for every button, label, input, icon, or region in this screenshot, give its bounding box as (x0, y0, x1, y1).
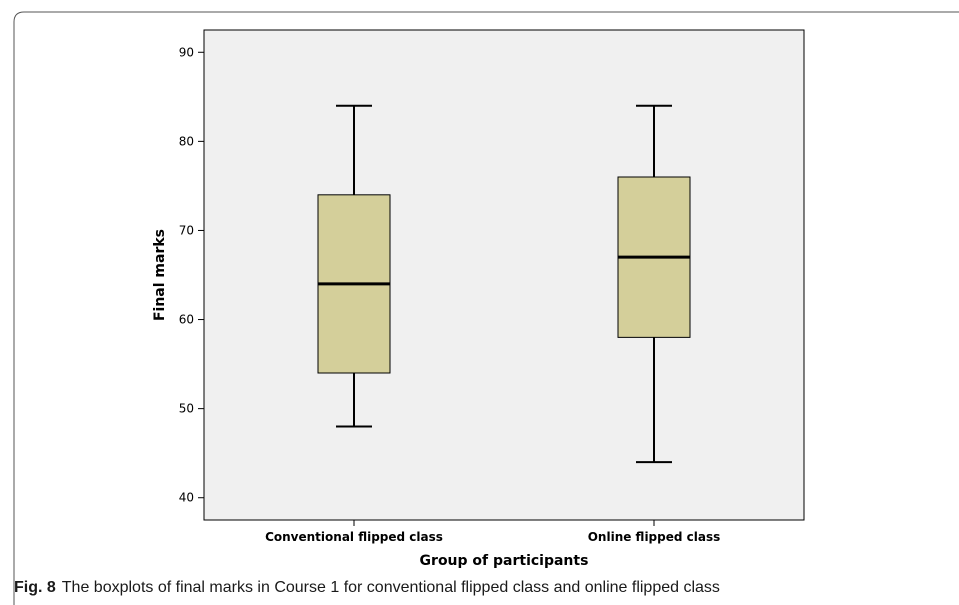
y-axis-title: Final marks (152, 229, 168, 321)
figure-caption: Fig. 8 The boxplots of final marks in Cou… (14, 579, 720, 597)
y-tick-label: 80 (179, 134, 194, 148)
y-tick-label: 60 (179, 313, 194, 327)
y-axis: 40 50 60 70 80 90 (179, 45, 204, 504)
x-axis: Conventional flipped class Online flipped… (265, 520, 720, 544)
y-tick-label: 90 (179, 45, 194, 59)
x-tick-label: Online flipped class (588, 530, 721, 544)
figure-caption-text: The boxplots of final marks in Course 1 … (62, 579, 720, 596)
plot-area (204, 30, 804, 520)
x-tick-label: Conventional flipped class (265, 530, 443, 544)
figure-label: Fig. 8 (14, 579, 56, 596)
x-axis-title: Group of participants (420, 553, 589, 569)
y-tick-label: 50 (179, 402, 194, 416)
y-tick-label: 40 (179, 491, 194, 505)
y-tick-label: 70 (179, 223, 194, 237)
